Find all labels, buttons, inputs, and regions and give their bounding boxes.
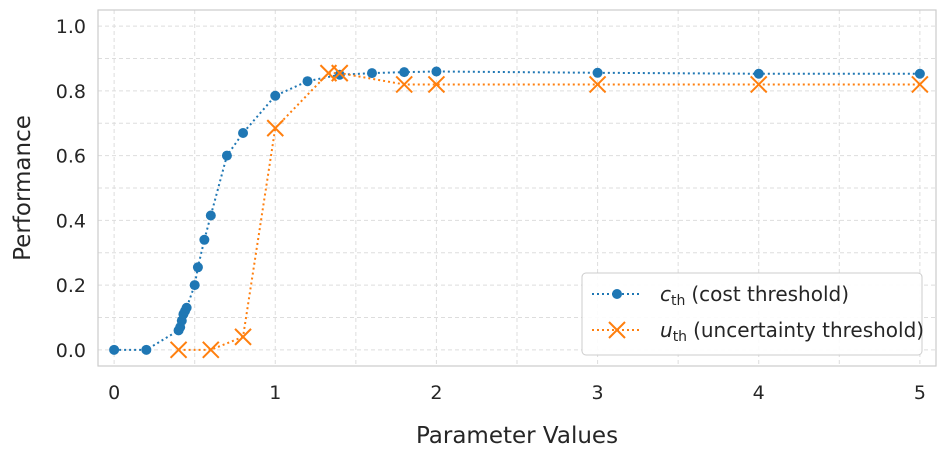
x-tick-labels: 0 1 2 3 4 5 [108,382,926,404]
data-point-0 [199,234,210,245]
legend-u-marker [608,321,626,339]
data-point-1 [331,64,349,82]
legend-u-subscript: th [673,329,687,345]
y-tick-label: 0.0 [56,340,86,362]
legend-u-label: uth (uncertainty threshold) [660,318,924,345]
x-tick-label: 0 [108,382,120,404]
y-tick-label: 0.2 [56,275,86,297]
data-point-0 [592,67,603,78]
legend: cth (cost threshold) uth (uncertainty thre… [581,272,924,356]
data-point-1 [266,119,284,137]
legend-c-marker [612,289,622,299]
data-point-0 [302,76,313,87]
data-point-0 [205,210,216,221]
data-point-0 [221,150,232,161]
x-axis-title: Parameter Values [416,423,618,449]
data-point-0 [141,344,152,355]
data-point-1 [202,341,220,359]
x-tick-label: 3 [592,382,604,404]
data-point-0 [109,344,120,355]
data-point-1 [234,328,252,346]
y-tick-label: 0.8 [56,81,86,103]
x-tick-label: 2 [430,382,442,404]
data-point-1 [169,341,188,359]
data-point-0 [399,67,410,78]
data-point-1 [427,75,446,94]
x-tick-label: 1 [269,382,281,404]
legend-c-symbol: c [660,282,671,306]
legend-c-subscript: th [671,293,685,309]
data-point-1 [588,75,607,94]
data-point-0 [181,302,192,313]
legend-u-text: (uncertainty threshold) [693,318,924,342]
y-tick-label: 0.6 [56,146,86,168]
plot-frame [97,9,937,367]
data-point-0 [366,68,377,79]
data-point-0 [431,66,442,77]
y-axis-title: Performance [10,115,36,261]
data-point-0 [192,262,203,273]
y-tick-label: 0.4 [56,210,86,232]
y-tick-label: 1.0 [56,16,86,38]
data-point-1 [911,75,929,94]
legend-c-label: cth (cost threshold) [660,282,849,309]
data-point-1 [750,75,768,94]
legend-frame [581,272,923,356]
y-tick-labels: 0.0 0.2 0.4 0.6 0.8 1.0 [56,16,86,362]
legend-c-text: (cost threshold) [691,282,849,306]
data-point-0 [753,68,764,79]
x-tick-label: 4 [753,382,765,404]
data-point-0 [270,90,281,101]
series-layer [109,64,929,359]
x-tick-label: 5 [914,382,926,404]
data-point-0 [189,280,200,291]
data-point-0 [238,127,249,138]
data-point-0 [334,69,345,80]
legend-u-symbol: u [660,318,673,342]
data-point-1 [395,75,413,94]
data-point-0 [914,68,925,79]
